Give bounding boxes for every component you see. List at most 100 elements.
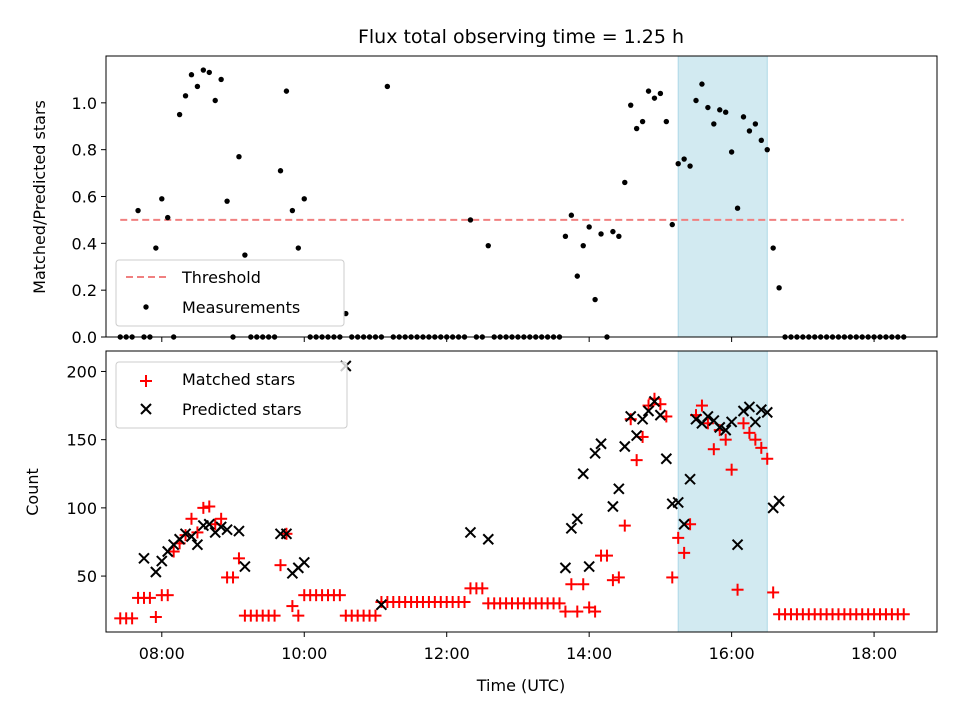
predicted-star-point — [280, 528, 293, 540]
measurement-point — [580, 242, 586, 249]
measurement-point — [574, 273, 580, 279]
matched-star-point — [553, 597, 566, 610]
measurement-point — [687, 163, 693, 169]
measurement-point — [194, 83, 201, 90]
measurement-point — [586, 224, 592, 230]
matched-star-point — [167, 545, 180, 558]
measurement-point — [651, 95, 658, 101]
predicted-star-point — [571, 513, 584, 525]
top-y-tick-label: 1.0 — [72, 94, 97, 113]
bottom-panel: 50 100 150 200 08:00 10:00 12:00 14:00 16:00 18:… — [23, 350, 938, 695]
matched-star-point — [571, 605, 584, 618]
predicted-star-point — [185, 530, 198, 543]
measurement-point — [283, 88, 290, 94]
matched-star-point — [897, 608, 910, 621]
shaded-interval-band — [677, 55, 768, 338]
measurement-point — [616, 233, 622, 240]
predicted-star-point — [138, 552, 150, 565]
predicted-star-point — [215, 521, 227, 533]
measurement-point — [728, 149, 735, 155]
top-y-tick-label: 0.6 — [72, 188, 97, 207]
predicted-star-point — [702, 410, 714, 423]
measurement-point — [770, 245, 776, 251]
predicted-star-point — [773, 495, 785, 507]
measurement-point — [598, 231, 604, 237]
predicted-star-point — [179, 528, 192, 540]
top-shaded-interval — [677, 55, 768, 338]
matched-star-point — [761, 452, 774, 465]
legend-measurements-label: Measurements — [182, 298, 300, 317]
legend-measurements-swatch — [143, 304, 149, 310]
predicted-star-point — [589, 447, 601, 460]
bottom-y-tick-label: 200 — [66, 362, 97, 381]
predicted-star-point — [636, 413, 649, 425]
matched-star-point — [684, 518, 697, 531]
measurement-point — [188, 72, 195, 78]
measurement-point — [764, 146, 770, 153]
matched-star-point — [618, 519, 631, 532]
bottom-legend: Matched stars Predicted stars — [115, 361, 348, 429]
predicted-star-point — [743, 401, 756, 413]
predicted-star-point — [595, 438, 607, 450]
predicted-star-point — [619, 440, 631, 453]
predicted-star-point — [464, 526, 477, 539]
measurement-point — [675, 161, 681, 167]
measurement-point — [467, 217, 474, 223]
matched-star-point — [143, 591, 156, 604]
measurement-point — [289, 207, 296, 214]
predicted-star-point — [761, 406, 773, 419]
predicted-star-point — [648, 395, 661, 408]
matched-star-point — [274, 559, 287, 572]
bottom-y-ticks: 50 100 150 200 — [66, 362, 106, 586]
matched-star-point — [612, 571, 625, 584]
measurement-point — [384, 83, 391, 90]
predicted-star-point — [583, 560, 595, 573]
measurement-point — [218, 76, 224, 83]
legend-predicted-swatch — [140, 403, 152, 415]
predicted-star-point — [613, 483, 625, 495]
bottom-y-tick-label: 150 — [66, 431, 97, 450]
predicted-star-point — [559, 562, 572, 574]
bottom-legend-box — [115, 361, 348, 429]
top-y-tick-label: 0.4 — [72, 234, 97, 253]
top-panel: 0.0 0.2 0.4 0.6 0.8 1.0 Matched/Predicted sta… — [30, 55, 938, 347]
measurements-series — [117, 67, 907, 340]
measurement-point — [740, 114, 747, 120]
predicted-star-point — [630, 429, 643, 442]
matched-star-point — [232, 552, 245, 565]
bottom-x-tick-label: 16:00 — [709, 644, 755, 663]
measurement-point — [200, 67, 207, 73]
matched-star-point — [719, 433, 732, 446]
matched-star-point — [227, 571, 240, 584]
matched-star-point — [458, 595, 471, 608]
measurement-point — [562, 233, 569, 240]
bottom-x-tick-label: 18:00 — [851, 644, 897, 663]
predicted-star-point — [749, 416, 762, 428]
predicted-star-point — [565, 522, 578, 535]
matched-star-point — [630, 454, 643, 467]
top-legend-box — [115, 259, 345, 327]
legend-matched-label: Matched stars — [182, 370, 295, 389]
predicted-star-point — [684, 473, 696, 485]
measurement-point — [568, 212, 575, 218]
predicted-star-point — [233, 525, 245, 537]
measurement-point — [657, 90, 664, 97]
predicted-star-point — [660, 453, 673, 465]
predicted-star-point — [731, 538, 744, 551]
matched-star-point — [642, 399, 655, 412]
predicted-star-point — [654, 409, 667, 421]
measurement-point — [610, 228, 616, 235]
predicted-star-point — [150, 566, 162, 578]
matched-star-point — [268, 609, 281, 622]
matched-star-point — [731, 583, 744, 596]
predicted-star-point — [690, 413, 702, 425]
matched-star-point — [197, 501, 210, 514]
measurement-point — [699, 81, 705, 87]
predicted-star-point — [642, 405, 655, 417]
legend-threshold-label: Threshold — [181, 268, 261, 287]
measurement-point — [722, 109, 729, 115]
matched-star-point — [333, 589, 346, 602]
bottom-shaded-interval — [677, 350, 768, 633]
bottom-x-tick-label: 12:00 — [424, 644, 470, 663]
